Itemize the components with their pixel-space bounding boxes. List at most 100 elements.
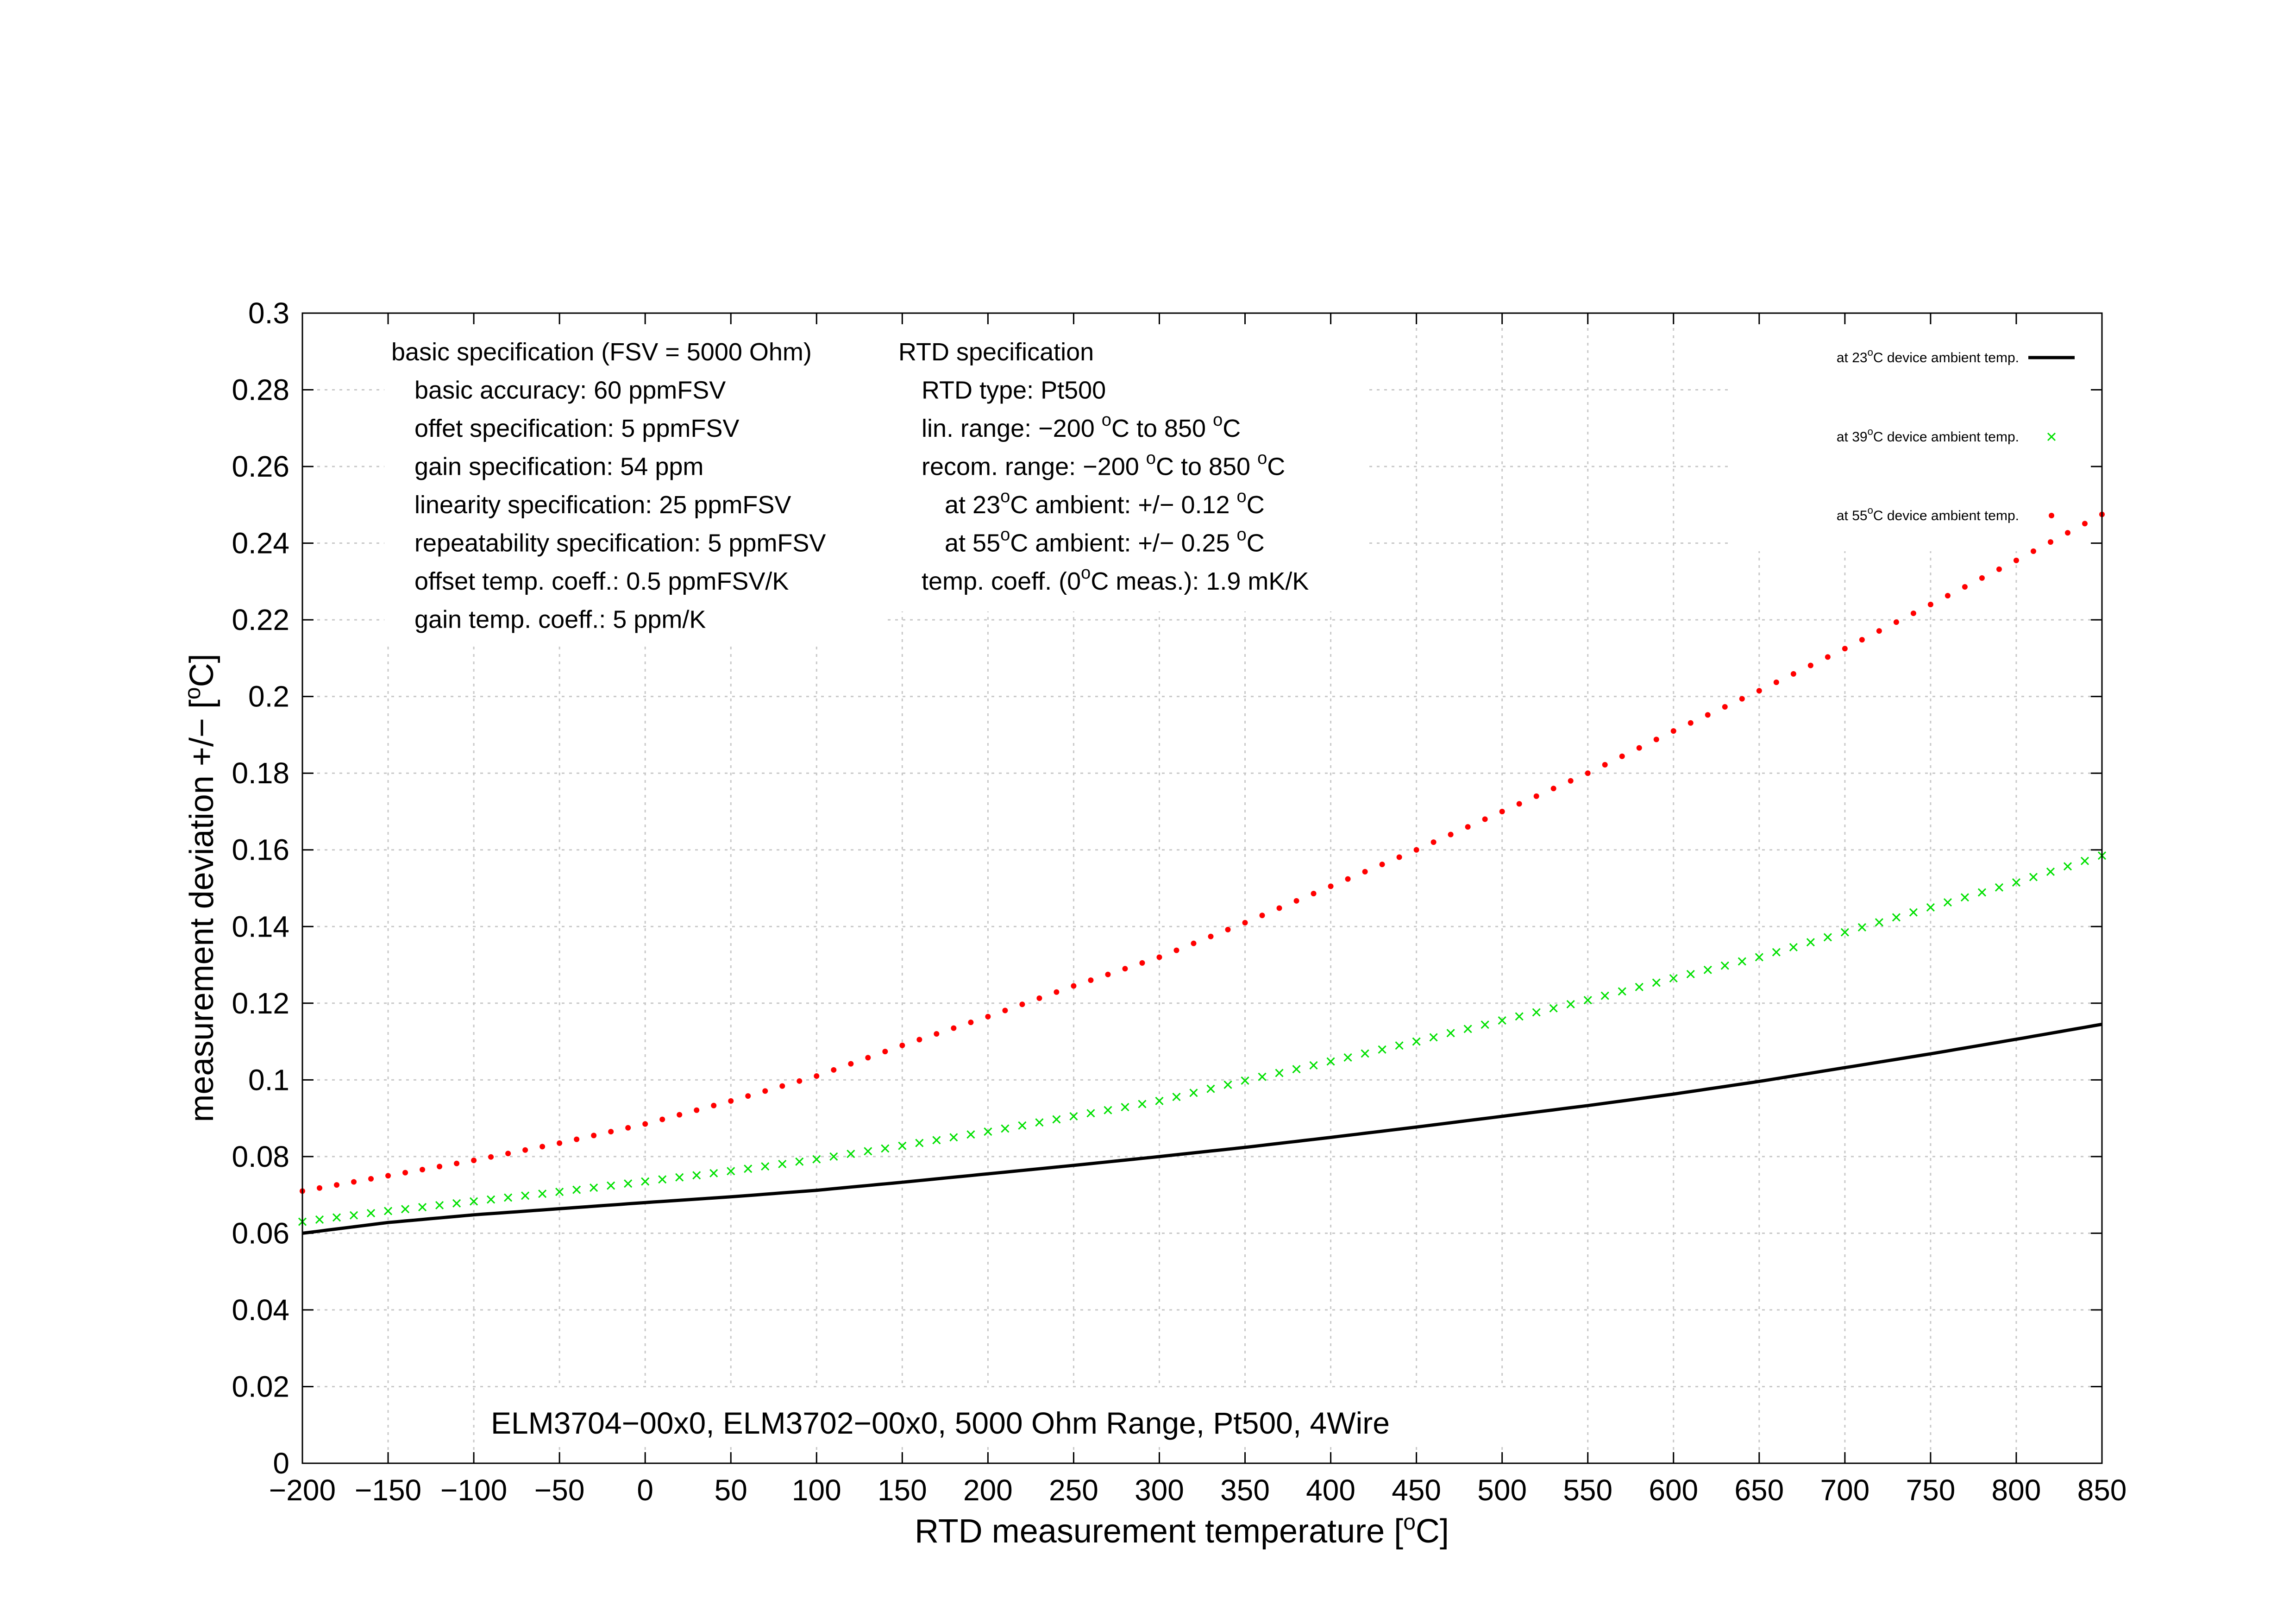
dot-marker (1516, 801, 1522, 807)
cross-marker (1755, 953, 1763, 962)
dot-marker (454, 1160, 460, 1166)
series-layer (298, 511, 2107, 1235)
cross-marker (1840, 928, 1849, 937)
cross-marker (1789, 943, 1798, 952)
cross-marker (572, 1185, 581, 1194)
cross-marker (1104, 1106, 1112, 1114)
cross-marker (1378, 1045, 1386, 1054)
dot-marker (591, 1133, 597, 1139)
dot-marker (539, 1144, 546, 1150)
legend-label: at 55oC device ambient temp. (1837, 504, 2019, 523)
cross-marker (1566, 1000, 1575, 1009)
rtd-spec-line: at 23oC ambient: +/− 0.12 oC (945, 487, 1265, 519)
basic-spec-line: repeatability specification: 5 ppmFSV (414, 529, 826, 557)
x-tick-label: 50 (715, 1473, 747, 1507)
dot-marker (1773, 680, 1779, 686)
cross-marker (984, 1127, 992, 1136)
dot-marker (1362, 869, 1368, 875)
dot-marker (1550, 786, 1556, 792)
dot-marker (814, 1073, 820, 1079)
x-axis-title: RTD measurement temperature [oC] (915, 1510, 1449, 1550)
cross-marker (847, 1150, 855, 1158)
x-tick-label: −150 (355, 1473, 421, 1507)
dot-marker (1722, 704, 1728, 710)
cross-marker (1121, 1103, 1129, 1112)
cross-marker (727, 1167, 735, 1176)
cross-marker (1309, 1061, 1318, 1070)
rtd-spec-line: at 55oC ambient: +/− 0.25 oC (945, 525, 1265, 557)
cross-marker (812, 1155, 821, 1164)
dot-marker (2013, 557, 2019, 563)
dot-marker (1139, 960, 1145, 966)
y-tick-labels: 0 0.02 0.04 0.06 0.08 0.1 0.12 0.14 0.16 0.18 0.2 0… (232, 296, 289, 1480)
cross-marker (2080, 856, 2089, 865)
dot-marker (1636, 745, 1642, 751)
cross-marker (1086, 1109, 1095, 1118)
dot-marker (1927, 602, 1933, 608)
basic-specification-block: basic specification (FSV = 5000 Ohm) basi… (391, 338, 826, 634)
y-tick-label: 0.24 (232, 527, 289, 560)
dot-marker (2030, 548, 2036, 554)
cross-marker (1875, 918, 1883, 927)
cross-marker (1155, 1096, 1164, 1105)
cross-marker (1138, 1100, 1147, 1108)
dot-marker (1413, 847, 1419, 853)
y-tick-label: 0.14 (232, 910, 289, 943)
cross-marker (1635, 982, 1644, 991)
dot-marker (934, 1031, 940, 1037)
series-line (302, 1022, 2102, 1235)
dot-marker (1448, 831, 1454, 837)
dot-marker (1653, 736, 1659, 743)
cross-marker (1412, 1037, 1421, 1046)
dot-marker (694, 1107, 700, 1113)
dot-marker (1482, 816, 1488, 822)
x-tick-label: 100 (792, 1473, 841, 1507)
cross-marker (709, 1169, 718, 1177)
dot-marker (1670, 728, 1676, 734)
dot-marker (1088, 977, 1094, 983)
series-2 (300, 511, 2105, 1194)
rtd-specification-block: RTD specification RTD type: Pt500 lin. ran… (898, 338, 1309, 595)
chart-title: ELM3704−00x0, ELM3702−00x0, 5000 Ohm Ran… (491, 1406, 1390, 1440)
rtd-spec-line: RTD specification (898, 338, 1094, 366)
dot-marker (1071, 983, 1077, 989)
cross-marker (332, 1213, 341, 1222)
cross-marker (1926, 903, 1935, 912)
dot-marker (334, 1182, 340, 1188)
cross-marker (1343, 1053, 1352, 1062)
cross-marker (1995, 883, 2004, 892)
cross-marker (1241, 1076, 1249, 1085)
legend-swatch (2049, 513, 2054, 518)
cross-marker (1738, 957, 1746, 966)
dot-marker (574, 1136, 580, 1142)
y-tick-label: 0.26 (232, 450, 289, 483)
dot-marker (659, 1116, 665, 1122)
dot-marker (1002, 1007, 1008, 1013)
dot-marker (317, 1185, 323, 1191)
cross-marker (2047, 432, 2056, 441)
dot-marker (1568, 778, 1574, 784)
cross-marker (2029, 873, 2038, 881)
cross-marker (470, 1197, 478, 1206)
dot-marker (1876, 628, 1882, 634)
cross-marker (1018, 1121, 1027, 1130)
cross-marker (452, 1199, 461, 1208)
cross-marker (1223, 1080, 1232, 1089)
dot-marker (1276, 905, 1282, 911)
cross-marker (607, 1181, 615, 1190)
y-tick-label: 0.1 (248, 1063, 289, 1096)
cross-marker (1823, 933, 1832, 942)
cross-marker (1977, 888, 1986, 897)
basic-spec-line: basic specification (FSV = 5000 Ohm) (391, 338, 812, 366)
x-tick-label: 800 (1992, 1473, 2041, 1507)
x-tick-label: −50 (534, 1473, 585, 1507)
dot-marker (1893, 619, 1899, 625)
dot-marker (1345, 876, 1351, 882)
x-tick-label: 500 (1477, 1473, 1527, 1507)
dot-marker (608, 1129, 614, 1135)
dot-marker (1396, 854, 1402, 860)
dot-marker (1105, 971, 1111, 977)
dot-marker (1945, 592, 1951, 598)
y-tick-label: 0.04 (232, 1293, 289, 1327)
dot-marker (1705, 712, 1711, 718)
